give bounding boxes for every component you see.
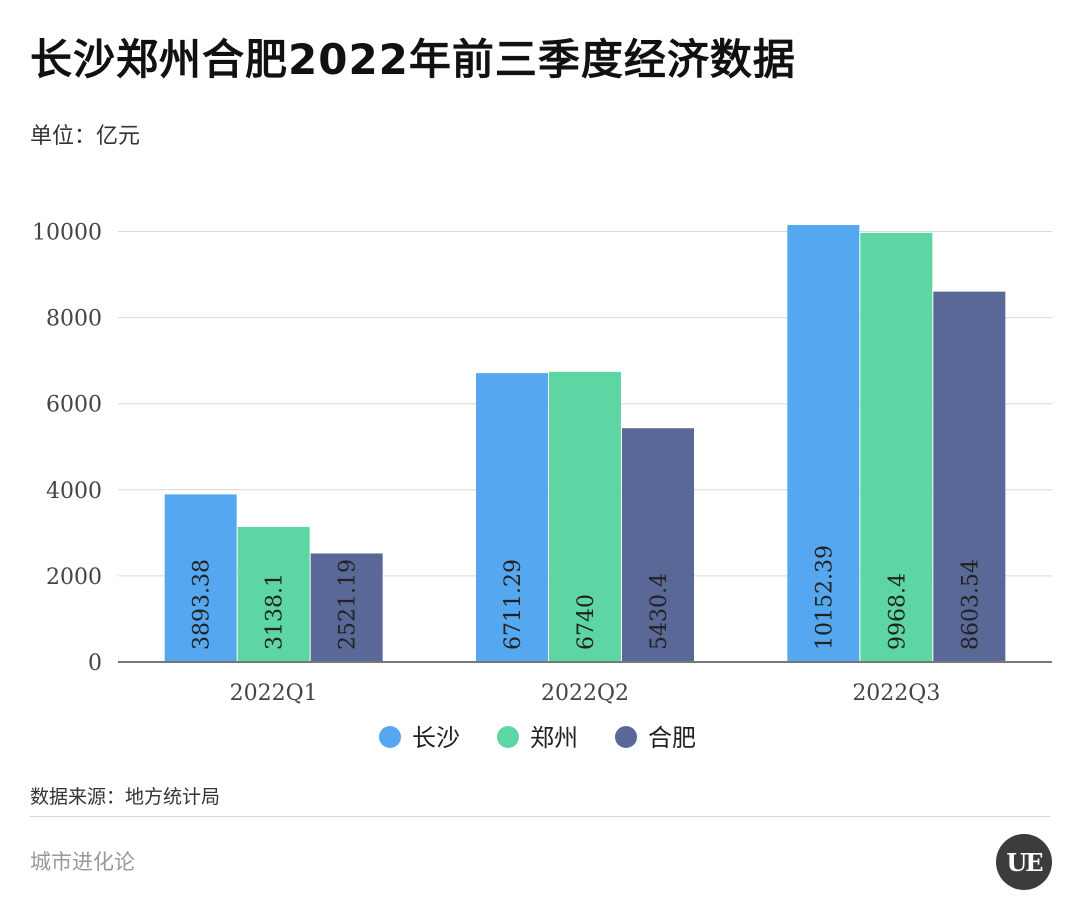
y-tick-label: 0 <box>88 651 102 676</box>
x-tick-label: 2022Q2 <box>541 681 629 706</box>
data-label: 9968.4 <box>885 573 910 650</box>
bar <box>310 553 383 662</box>
data-label: 2521.19 <box>336 559 361 650</box>
data-label: 5430.4 <box>647 573 672 650</box>
unit-label: 单位：亿元 <box>30 124 141 149</box>
y-tick-label: 6000 <box>46 393 102 418</box>
bar <box>476 373 548 662</box>
bar <box>164 494 237 662</box>
data-label: 3893.38 <box>190 559 215 650</box>
x-tick-label: 2022Q1 <box>230 681 318 706</box>
y-tick-label: 10000 <box>32 221 102 246</box>
chart-title: 长沙郑州合肥2022年前三季度经济数据 <box>30 35 796 84</box>
bar <box>237 526 310 662</box>
y-tick-label: 2000 <box>46 565 102 590</box>
legend-label: 合肥 <box>648 724 696 752</box>
data-label: 6740 <box>574 594 599 650</box>
bar <box>549 371 621 662</box>
legend-marker <box>497 726 519 748</box>
legend-marker <box>379 726 401 748</box>
footer-divider <box>30 816 1050 817</box>
legend-label: 长沙 <box>412 724 460 752</box>
brand-logo: UE <box>996 834 1052 890</box>
y-tick-label: 8000 <box>46 307 102 332</box>
data-label: 8603.54 <box>958 559 983 650</box>
bar <box>622 428 694 662</box>
data-label: 6711.29 <box>501 559 526 650</box>
bar <box>787 224 860 662</box>
legend-label: 郑州 <box>530 724 578 752</box>
legend-marker <box>615 726 637 748</box>
bar <box>933 291 1006 662</box>
bar <box>860 232 933 663</box>
brand-name: 城市进化论 <box>30 850 135 874</box>
data-label: 10152.39 <box>812 545 837 650</box>
x-tick-label: 2022Q3 <box>852 681 940 706</box>
y-tick-label: 4000 <box>46 479 102 504</box>
source-note: 数据来源：地方统计局 <box>30 786 221 808</box>
data-label: 3138.1 <box>263 573 288 650</box>
